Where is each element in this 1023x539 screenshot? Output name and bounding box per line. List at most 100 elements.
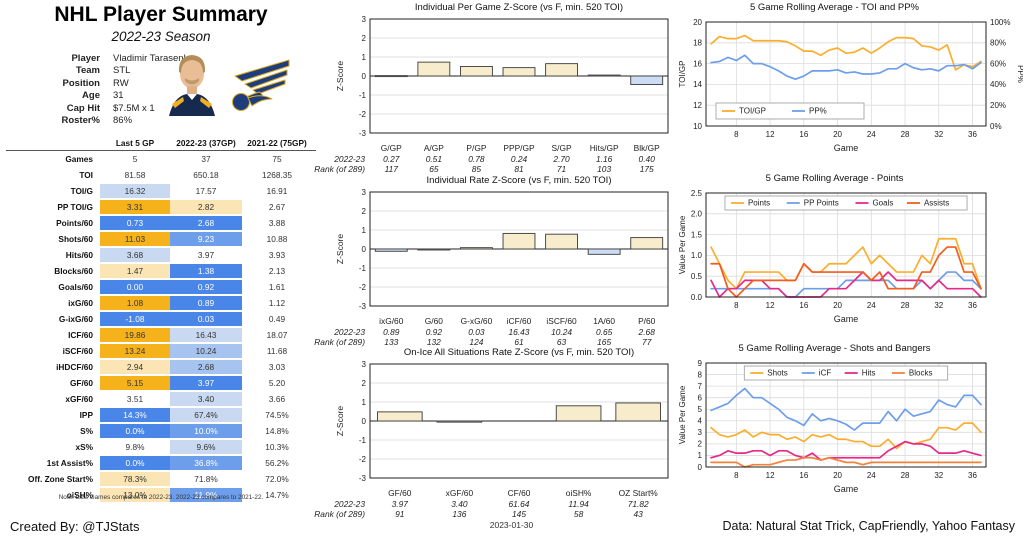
svg-text:-2: -2	[359, 110, 367, 119]
svg-text:TOI/GP: TOI/GP	[678, 61, 687, 88]
stat-label: Games	[65, 154, 93, 164]
table-cell: 36.8%	[170, 455, 242, 471]
stat-label: S%	[80, 426, 93, 436]
stat-cell: 77	[642, 337, 652, 347]
table-cell: 16.91	[242, 183, 312, 199]
table-cell: 10.3%	[242, 439, 312, 455]
svg-text:16: 16	[799, 301, 808, 310]
table-row: xGF/60 3.51 3.40 3.66	[6, 391, 316, 407]
svg-text:1: 1	[362, 53, 367, 62]
player-info-row: Age 31	[34, 90, 194, 102]
report-date: 2023-01-30	[489, 520, 534, 530]
chart-title: 5 Game Rolling Average - Points	[765, 173, 904, 184]
svg-text:0: 0	[362, 72, 367, 81]
svg-text:2: 2	[698, 440, 703, 449]
table-cell: 2.68	[170, 215, 242, 231]
svg-text:12: 12	[766, 301, 775, 310]
table-cell: 3.40	[170, 391, 242, 407]
stat-cell: Hits/GP	[589, 143, 619, 153]
svg-text:0.5: 0.5	[691, 272, 703, 281]
svg-text:-1: -1	[359, 436, 367, 445]
svg-text:1.0: 1.0	[691, 251, 703, 260]
table-cell: 3.51	[100, 391, 170, 407]
stat-cell: 0.65	[595, 326, 613, 337]
svg-text:7: 7	[698, 382, 703, 391]
stat-label: TOI	[79, 170, 93, 180]
stat-label: Points/60	[56, 218, 93, 228]
stat-cell: 1A/60	[593, 316, 616, 326]
svg-text:Shots: Shots	[767, 369, 787, 378]
stat-label: Hits/60	[65, 250, 93, 260]
table-row: Blocks/60 1.47 1.38 2.13	[6, 263, 316, 279]
stat-cell: xGF/60	[445, 488, 474, 498]
svg-text:Game: Game	[834, 484, 859, 494]
table-row: iHDCF/60 2.94 2.68 3.03	[6, 359, 316, 375]
stat-label: G-ixG/60	[58, 314, 93, 324]
stat-cell: 0.51	[425, 153, 442, 164]
stat-cell: A/GP	[423, 143, 444, 153]
svg-text:100%: 100%	[990, 18, 1010, 27]
zscore-stat-row: Rank (of 289) 91 136 145 58 43	[314, 509, 668, 520]
svg-text:16: 16	[799, 471, 808, 480]
table-cell: 0.49	[242, 311, 312, 327]
table-cell: 0.89	[170, 295, 242, 311]
stat-cell: 132	[426, 337, 441, 347]
svg-text:20: 20	[833, 130, 842, 139]
svg-text:Points: Points	[748, 199, 770, 208]
table-cell: 3.97	[170, 247, 242, 263]
player-info-label: Cap Hit	[66, 102, 100, 114]
table-row: IPP 14.3% 67.4% 74.5%	[6, 407, 316, 423]
table-cell: 37	[170, 151, 242, 167]
table-cell: 14.7%	[242, 487, 312, 503]
table-cell: 3.88	[242, 215, 312, 231]
svg-text:Blocks: Blocks	[909, 369, 933, 378]
stat-cell: P/60	[638, 316, 656, 326]
table-cell: 2.67	[242, 199, 312, 215]
svg-text:Assists: Assists	[924, 199, 949, 208]
table-row: Off. Zone Start% 78.3% 71.8% 72.0%	[6, 471, 316, 487]
table-cell: 72.0%	[242, 471, 312, 487]
stat-label: GF/60	[69, 378, 93, 388]
table-cell: 3.31	[100, 199, 170, 215]
table-cell: 2.82	[170, 199, 242, 215]
table-row: GF/60 5.15 3.97 5.20	[6, 375, 316, 391]
svg-text:3: 3	[698, 428, 703, 437]
stat-cell: 165	[597, 337, 612, 347]
stat-cell: 0.24	[510, 153, 528, 164]
table-row: G-ixG/60 -1.08 0.03 0.49	[6, 311, 316, 327]
stat-cell: 1.16	[595, 153, 613, 164]
svg-text:PP Points: PP Points	[804, 199, 839, 208]
table-cell: 5.15	[100, 375, 170, 391]
stat-cell: 103	[597, 164, 612, 174]
stat-cell: Blk/GP	[633, 143, 660, 153]
stat-cell: 61.64	[508, 498, 530, 509]
svg-text:14: 14	[693, 80, 702, 89]
stat-label: 1st Assist%	[46, 458, 93, 468]
stat-cell: 71.82	[627, 498, 649, 509]
table-row: S% 0.0% 10.0% 14.8%	[6, 423, 316, 439]
chart-individual-per-game: Individual Per Game Z-Score (vs F, min. …	[314, 2, 674, 175]
stats-table: Last 5 GP 2022-23 (37GP) 2021-22 (75GP) Gam…	[6, 136, 316, 503]
svg-text:Z-Score: Z-Score	[335, 61, 345, 92]
chart-individual-rate: Individual Rate Z-Score (vs F, min. 520 …	[314, 175, 674, 348]
svg-text:Game: Game	[834, 314, 859, 324]
individual-per-game-zscore-plot: -3 -2 -1 0 1 2 3 Z-Score	[335, 15, 669, 138]
stat-row-label: 2022-23	[334, 326, 365, 337]
table-cell: 5	[100, 151, 170, 167]
stat-row-label: 2022-23	[334, 498, 365, 509]
table-cell: 650.18	[170, 167, 242, 183]
table-cell: 16.43	[170, 327, 242, 343]
svg-text:iCF: iCF	[819, 369, 832, 378]
chart-title: Individual Per Game Z-Score (vs F, min. …	[414, 2, 624, 13]
table-cell: 14.3%	[100, 407, 170, 423]
stat-label: iSCF/60	[62, 346, 93, 356]
svg-text:2.0: 2.0	[691, 210, 703, 219]
table-cell: 9.23	[170, 231, 242, 247]
svg-text:-1: -1	[359, 264, 367, 273]
player-info-label: Position	[62, 77, 100, 89]
stat-cell: 175	[639, 164, 654, 174]
table-cell: 0.73	[100, 215, 170, 231]
svg-text:TOI/GP: TOI/GP	[739, 107, 766, 116]
table-cell: 18.07	[242, 327, 312, 343]
